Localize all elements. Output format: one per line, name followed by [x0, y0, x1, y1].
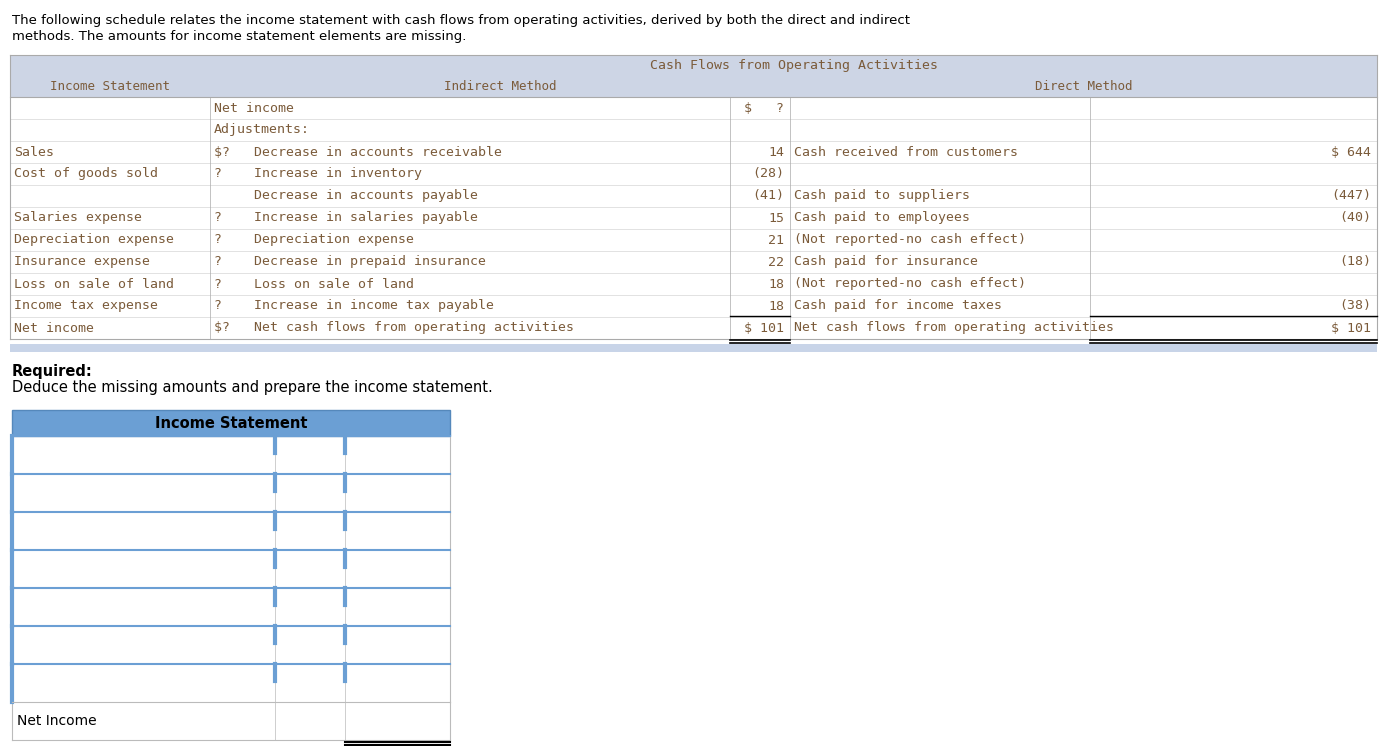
Text: (28): (28) — [752, 168, 784, 181]
Text: ?    Depreciation expense: ? Depreciation expense — [214, 233, 413, 246]
Text: The following schedule relates the income statement with cash flows from operati: The following schedule relates the incom… — [12, 14, 910, 27]
Text: 14: 14 — [768, 145, 784, 158]
Text: ?    Decrease in prepaid insurance: ? Decrease in prepaid insurance — [214, 255, 485, 269]
Text: Deduce the missing amounts and prepare the income statement.: Deduce the missing amounts and prepare t… — [12, 380, 492, 395]
Text: Net income: Net income — [214, 101, 294, 114]
Text: $?   Decrease in accounts receivable: $? Decrease in accounts receivable — [214, 145, 502, 158]
Text: Net income: Net income — [14, 322, 94, 334]
Text: Cash paid for insurance: Cash paid for insurance — [793, 255, 978, 269]
Text: Required:: Required: — [12, 364, 93, 379]
Text: Income Statement: Income Statement — [50, 81, 171, 93]
Text: Cash received from customers: Cash received from customers — [793, 145, 1018, 158]
Text: Net cash flows from operating activities: Net cash flows from operating activities — [793, 322, 1114, 334]
Bar — [12, 436, 449, 474]
Text: (447): (447) — [1332, 189, 1370, 202]
Text: Sales: Sales — [14, 145, 54, 158]
Bar — [10, 344, 1377, 352]
Bar — [12, 664, 449, 702]
Text: $ 101: $ 101 — [1332, 322, 1370, 334]
Text: 21: 21 — [768, 233, 784, 246]
Text: (18): (18) — [1338, 255, 1370, 269]
Text: Net Income: Net Income — [17, 714, 97, 728]
Bar — [12, 588, 449, 626]
Text: ?    Increase in income tax payable: ? Increase in income tax payable — [214, 299, 494, 313]
Text: ?    Increase in inventory: ? Increase in inventory — [214, 168, 422, 181]
Text: Salaries expense: Salaries expense — [14, 212, 141, 225]
Text: Cash Flows from Operating Activities: Cash Flows from Operating Activities — [649, 60, 938, 72]
Text: Cash paid to employees: Cash paid to employees — [793, 212, 970, 225]
Text: Decrease in accounts payable: Decrease in accounts payable — [214, 189, 479, 202]
Text: Income Statement: Income Statement — [155, 416, 308, 430]
Bar — [10, 55, 1377, 97]
Bar — [12, 550, 449, 588]
Text: 18: 18 — [768, 299, 784, 313]
Text: Cost of goods sold: Cost of goods sold — [14, 168, 158, 181]
Text: Direct Method: Direct Method — [1035, 81, 1132, 93]
Text: 22: 22 — [768, 255, 784, 269]
Text: Indirect Method: Indirect Method — [444, 81, 556, 93]
Text: $ 101: $ 101 — [743, 322, 784, 334]
Text: (Not reported-no cash effect): (Not reported-no cash effect) — [793, 233, 1026, 246]
Text: Cash paid for income taxes: Cash paid for income taxes — [793, 299, 1001, 313]
Text: (38): (38) — [1338, 299, 1370, 313]
Bar — [12, 626, 449, 664]
Text: methods. The amounts for income statement elements are missing.: methods. The amounts for income statemen… — [12, 30, 466, 43]
Text: (Not reported-no cash effect): (Not reported-no cash effect) — [793, 278, 1026, 290]
Text: $ 644: $ 644 — [1332, 145, 1370, 158]
Text: 18: 18 — [768, 278, 784, 290]
Text: (41): (41) — [752, 189, 784, 202]
Text: Depreciation expense: Depreciation expense — [14, 233, 173, 246]
Text: ?    Increase in salaries payable: ? Increase in salaries payable — [214, 212, 479, 225]
Bar — [12, 702, 449, 740]
Text: $?   Net cash flows from operating activities: $? Net cash flows from operating activit… — [214, 322, 574, 334]
Bar — [12, 410, 449, 436]
Bar — [12, 512, 449, 550]
Text: Cash paid to suppliers: Cash paid to suppliers — [793, 189, 970, 202]
Text: Insurance expense: Insurance expense — [14, 255, 150, 269]
Text: (40): (40) — [1338, 212, 1370, 225]
Text: Loss on sale of land: Loss on sale of land — [14, 278, 173, 290]
Text: ?    Loss on sale of land: ? Loss on sale of land — [214, 278, 413, 290]
Text: Adjustments:: Adjustments: — [214, 124, 311, 137]
Text: Income tax expense: Income tax expense — [14, 299, 158, 313]
Text: $   ?: $ ? — [743, 101, 784, 114]
Text: 15: 15 — [768, 212, 784, 225]
Bar — [12, 474, 449, 512]
